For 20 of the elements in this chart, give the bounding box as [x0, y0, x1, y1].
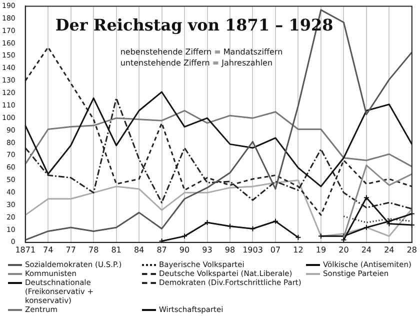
- x-tick-label: 28: [406, 245, 418, 254]
- x-tick-label: 19: [316, 245, 326, 254]
- x-tick-label: 90: [179, 245, 190, 254]
- x-tick-label: 81: [111, 245, 122, 254]
- x-tick-label: 1903: [242, 245, 263, 254]
- x-tick-label: 12: [293, 245, 304, 254]
- x-tick-label: 84: [134, 245, 144, 254]
- annotation: nebenstehende Ziffern = Mandatsziffern: [120, 47, 283, 56]
- annotation: untenstehende Ziffern = Jahreszahlen: [120, 58, 273, 68]
- x-tick-label: 78: [88, 245, 99, 254]
- x-tick-label: 87: [156, 245, 167, 254]
- x-tick-label: 98: [224, 245, 236, 254]
- x-tick-label: 1871: [15, 245, 36, 254]
- x-tick-label: 07: [270, 245, 281, 254]
- x-tick-label: 93: [202, 245, 212, 254]
- x-tick-label: 20: [338, 245, 349, 254]
- x-tick-label: 74: [43, 245, 54, 254]
- x-tick-label: 24: [361, 245, 372, 254]
- x-tick-label: 77: [66, 245, 76, 254]
- x-tick-label: 24: [384, 245, 394, 254]
